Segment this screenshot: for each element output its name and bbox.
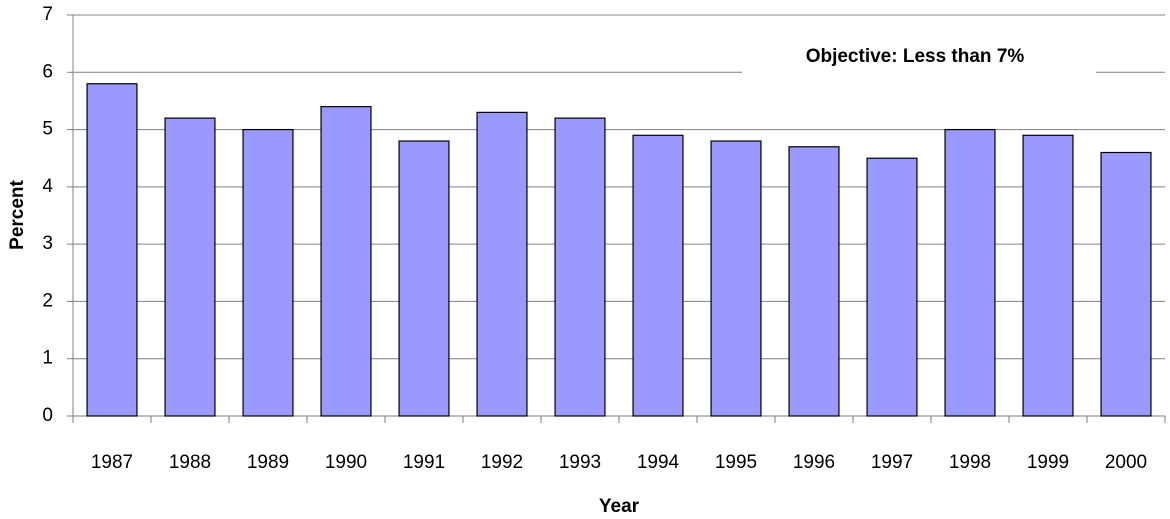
bar — [1100, 151, 1152, 417]
x-tick-label: 1993 — [559, 452, 601, 473]
bar — [164, 117, 216, 417]
annotation: Objective: Less than 7% — [806, 46, 1025, 67]
x-tick-label: 1990 — [325, 452, 367, 473]
x-tick-label: 1989 — [247, 452, 289, 473]
bar — [476, 111, 528, 417]
bar — [866, 157, 918, 417]
x-tick-label: 1987 — [91, 452, 133, 473]
y-tick-label: 0 — [42, 405, 53, 426]
x-tick-label: 1992 — [481, 452, 523, 473]
x-tick-label: 2000 — [1105, 452, 1147, 473]
x-tick-label: 1997 — [871, 452, 913, 473]
x-tick-label: 1999 — [1027, 452, 1069, 473]
y-tick-label: 6 — [42, 61, 53, 82]
y-tick-label: 7 — [42, 4, 53, 25]
x-tick-label: 1996 — [793, 452, 835, 473]
bar — [632, 134, 684, 417]
y-axis-label: Percent — [7, 179, 28, 249]
x-tick-label: 1991 — [403, 452, 445, 473]
bar — [944, 128, 996, 417]
y-tick-label: 2 — [42, 290, 53, 311]
annotation-bg — [742, 40, 1096, 76]
x-tick-label: 1988 — [169, 452, 211, 473]
y-tick-label: 1 — [42, 348, 53, 369]
bar — [242, 128, 294, 417]
bar — [710, 140, 762, 417]
bar — [398, 140, 450, 417]
x-tick-label: 1998 — [949, 452, 991, 473]
x-tick-label: 1995 — [715, 452, 757, 473]
bar — [788, 146, 840, 417]
x-axis-label: Year — [599, 496, 640, 517]
bar — [554, 117, 606, 417]
y-tick-label: 4 — [42, 176, 53, 197]
y-tick-label: 5 — [42, 119, 53, 140]
x-tick-label: 1994 — [637, 452, 680, 473]
bar — [1022, 134, 1074, 417]
bar — [86, 83, 138, 417]
y-tick-label: 3 — [42, 233, 53, 254]
bar — [320, 106, 372, 417]
